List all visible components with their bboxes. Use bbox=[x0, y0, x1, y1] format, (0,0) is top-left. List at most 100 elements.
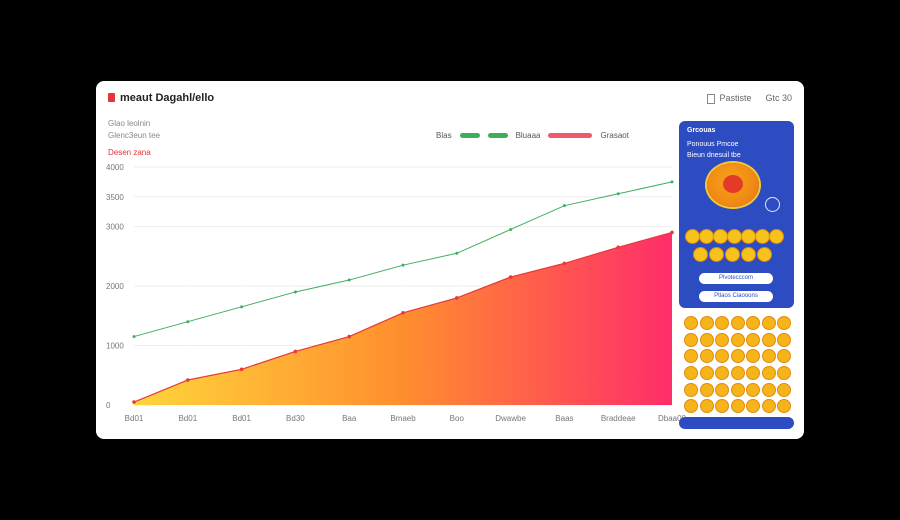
coin-icon bbox=[746, 332, 761, 347]
coin-icon bbox=[684, 365, 698, 380]
coin-icon bbox=[777, 382, 792, 397]
coin-icon bbox=[769, 229, 784, 244]
sidebar-panel: Grcouas Ponouus Pmcoe Bieun dnesuil tbe … bbox=[679, 121, 794, 308]
coin-icon bbox=[741, 229, 756, 244]
sidebar-pill-2[interactable]: Ptlaos Ciaooons bbox=[699, 291, 773, 302]
sub-line-2: Glenc3eun tee bbox=[108, 131, 161, 140]
coin-icon bbox=[746, 382, 761, 397]
coin-icon bbox=[699, 349, 714, 364]
coin-icon bbox=[684, 316, 698, 330]
coin-icon bbox=[777, 349, 792, 364]
line-layer bbox=[132, 180, 674, 404]
coin-icon bbox=[715, 382, 730, 397]
dashboard-card: meaut Dagahl/ello Pastiste Gtc 30 Glao l… bbox=[96, 81, 804, 439]
x-tick-label: Bd01 bbox=[178, 414, 197, 423]
coin-icon bbox=[777, 316, 792, 330]
coin-icon bbox=[699, 382, 714, 397]
chart-legend: Blas Bluaaa Grasaot bbox=[436, 131, 629, 140]
coin-icon bbox=[777, 332, 792, 347]
sidebar-footer-pill[interactable] bbox=[679, 417, 794, 429]
data-point-green bbox=[186, 320, 190, 324]
coin-icon bbox=[727, 229, 742, 244]
data-point-red bbox=[186, 378, 190, 382]
data-point-green bbox=[616, 192, 620, 196]
y-tick-label: 0 bbox=[106, 401, 111, 410]
x-tick-label: Bd01 bbox=[125, 414, 144, 423]
coin-icon bbox=[730, 332, 745, 347]
x-tick-label: Dwawbe bbox=[495, 414, 526, 423]
data-point-green bbox=[132, 335, 136, 339]
coin-icon bbox=[699, 399, 714, 414]
coin-icon bbox=[684, 349, 698, 364]
coin-icon bbox=[746, 316, 761, 330]
legend-swatch-green-2 bbox=[487, 133, 508, 138]
coin-icon bbox=[730, 349, 745, 364]
y-tick-label: 1000 bbox=[106, 342, 124, 351]
sidebar-title-1: Grcouas bbox=[687, 127, 716, 134]
app-title: meaut Dagahl/ello bbox=[120, 92, 215, 104]
coin-icon bbox=[777, 399, 792, 414]
coin-icon bbox=[713, 229, 728, 244]
coin-icon bbox=[761, 382, 776, 397]
data-point-green bbox=[401, 263, 405, 267]
coin-icon bbox=[685, 229, 700, 244]
top-bar: meaut Dagahl/ello Pastiste Gtc 30 bbox=[96, 81, 804, 115]
coin-icon bbox=[746, 365, 761, 380]
legend-swatch-red bbox=[548, 133, 593, 138]
tick-layer: 0 1000 2000 3000 3500 4000 Bd01 Bd01 Bd01 Bd30 Baa… bbox=[106, 163, 687, 423]
coin-icon bbox=[715, 316, 730, 330]
sidebar-title-3: Bieun dnesuil tbe bbox=[687, 152, 741, 159]
coin-icon bbox=[761, 316, 776, 330]
top-right-area: Pastiste Gtc 30 bbox=[707, 93, 792, 104]
data-point-red bbox=[508, 275, 513, 279]
data-point-red bbox=[670, 230, 674, 235]
coin-icon bbox=[761, 399, 776, 414]
coin-icon bbox=[761, 365, 776, 380]
sidebar-pill-1[interactable]: Plvotecccom bbox=[699, 273, 773, 284]
coin-icon bbox=[730, 365, 745, 380]
coin-icon bbox=[709, 247, 724, 262]
data-point-red bbox=[562, 261, 567, 266]
area-fill bbox=[134, 232, 672, 405]
y-tick-label: 3000 bbox=[106, 223, 124, 232]
sub-line-1: Glao leolnin bbox=[108, 119, 151, 128]
x-tick-label: Boo bbox=[450, 414, 465, 423]
user-label[interactable]: Gtc 30 bbox=[765, 93, 792, 104]
coin-grid bbox=[684, 316, 792, 414]
sub-line-red: Desen zana bbox=[108, 148, 151, 157]
data-point-red bbox=[401, 310, 405, 315]
coin-icon bbox=[715, 349, 730, 364]
y-tick-label: 2000 bbox=[106, 282, 124, 291]
data-point-green bbox=[455, 251, 459, 255]
app-logo-icon bbox=[108, 93, 115, 102]
data-point-red bbox=[239, 367, 244, 372]
legend-label-right: Grasaot bbox=[600, 131, 629, 140]
x-tick-label: Braddeae bbox=[601, 414, 636, 423]
data-point-red bbox=[132, 400, 136, 404]
coin-icon bbox=[755, 229, 770, 244]
file-menu[interactable]: Pastiste bbox=[707, 93, 751, 104]
y-tick-label: 3500 bbox=[106, 193, 124, 202]
data-point-red bbox=[616, 245, 620, 250]
coin-icon bbox=[715, 399, 730, 414]
area-layer bbox=[133, 167, 673, 405]
coin-icon bbox=[699, 332, 714, 347]
coin-icon bbox=[757, 247, 772, 262]
coin-icon bbox=[730, 382, 745, 397]
coin-icon bbox=[746, 349, 761, 364]
coin-icon bbox=[684, 382, 698, 397]
data-point-green bbox=[670, 180, 674, 184]
coin-icon bbox=[730, 399, 745, 414]
x-tick-label: Baa bbox=[342, 414, 357, 423]
legend-label-mid: Bluaaa bbox=[515, 131, 541, 140]
data-point-green bbox=[562, 204, 566, 208]
coin-icon bbox=[761, 349, 776, 364]
coin-icon bbox=[684, 332, 698, 347]
coin-icon bbox=[730, 316, 745, 330]
data-point-green bbox=[240, 305, 244, 309]
coin-icon bbox=[761, 332, 776, 347]
x-tick-label: Dbaa00 bbox=[658, 414, 687, 423]
x-tick-label: Baas bbox=[555, 414, 573, 423]
legend-swatch-green bbox=[459, 133, 480, 138]
coin-icon bbox=[684, 399, 698, 414]
